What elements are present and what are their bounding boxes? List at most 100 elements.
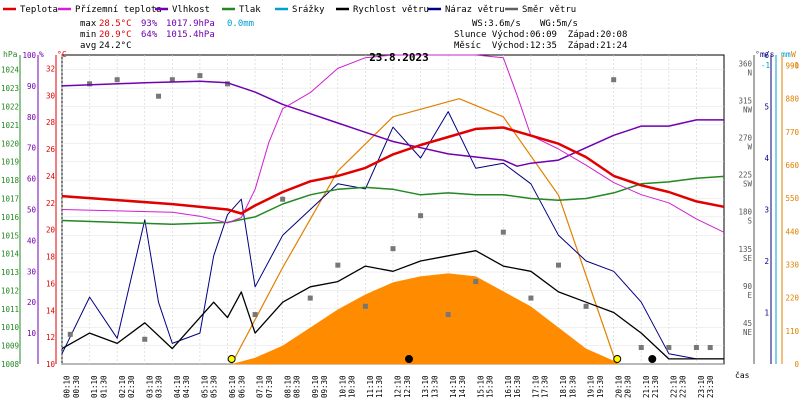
wind-dir-point <box>638 345 644 351</box>
time-tick: 16:30 <box>513 375 522 398</box>
time-tick: 08:10 <box>283 375 292 398</box>
stats-max-hum: 93% <box>141 19 158 29</box>
hpa-tick: 1022 <box>1 103 19 112</box>
axis-header-mm: mm <box>781 50 791 59</box>
ms-tick: 3 <box>764 206 769 215</box>
legend-label: Rychlost větru <box>353 5 429 15</box>
temp-tick: 10 <box>46 360 56 369</box>
time-tick: 06:30 <box>237 375 246 398</box>
time-tick: 20:10 <box>614 375 623 398</box>
meteo-lines <box>61 54 725 363</box>
time-tick: 01:30 <box>99 375 108 398</box>
hpa-tick: 1015 <box>1 231 19 240</box>
ms-tick: 5 <box>764 103 769 112</box>
ms-tick: 4 <box>764 154 769 163</box>
wind-dir-point <box>583 303 589 309</box>
w-tick: 770 <box>785 128 799 137</box>
w-tick: 440 <box>785 227 799 236</box>
w-tick: 330 <box>785 261 799 270</box>
legend-label: Náraz větru <box>445 5 505 15</box>
time-tick: 13:10 <box>421 375 430 398</box>
time-tick: 02:10 <box>118 375 127 398</box>
time-tick: 03:10 <box>145 375 154 398</box>
stats-min-label: min <box>80 30 96 40</box>
wind-dir-point <box>362 303 368 309</box>
wind-dir-point <box>307 295 313 301</box>
stats-block: max 28.5°C 93% 1017.9hPa 0.0mm min 20.9°… <box>80 19 627 51</box>
hpa-tick: 1016 <box>1 213 20 222</box>
dir-tick-deg: 360 <box>738 59 752 68</box>
dir-tick-label: W <box>747 143 752 152</box>
time-tick: 14:10 <box>449 375 458 398</box>
stats-min-press: 1015.4hPa <box>166 30 215 40</box>
wind-dir-point <box>197 73 203 79</box>
legend-label: Směr větru <box>522 5 576 15</box>
hpa-tick: 1014 <box>1 250 20 259</box>
time-tick: 23:10 <box>697 375 706 398</box>
wind-dir-point <box>87 81 93 87</box>
time-tick: 00:30 <box>72 375 81 398</box>
hpa-tick: 1018 <box>1 176 20 185</box>
time-tick: 08:30 <box>292 375 301 398</box>
time-tick: 19:30 <box>596 375 605 398</box>
legend-label: Teplota <box>20 5 58 15</box>
hpa-tick: 1008 <box>1 360 20 369</box>
dir-tick-deg: 135 <box>738 245 752 254</box>
stats-avg-temp: 24.2°C <box>99 41 132 51</box>
legend-label: Srážky <box>292 5 325 15</box>
time-tick: 09:10 <box>311 375 320 398</box>
hpa-tick: 1019 <box>1 158 19 167</box>
time-tick: 21:30 <box>651 375 660 398</box>
axis-header-deg: ° <box>755 50 760 59</box>
temp-tick: 12 <box>46 333 55 342</box>
time-tick: 10:10 <box>338 375 347 398</box>
w-tick: 660 <box>785 161 799 170</box>
axis-header-pct: % <box>39 50 44 59</box>
axis-header-hpa: hPa <box>3 50 18 59</box>
solar-theoretical-line <box>231 98 617 365</box>
wind-dir-point <box>556 262 561 268</box>
dir-tick-label: SE <box>743 254 753 263</box>
pct-tick: 40 <box>27 236 37 245</box>
time-tick: 00:10 <box>63 375 72 398</box>
legend: Teplota Přízemní teplota Vlhkost Tlak Srážky… <box>3 5 576 15</box>
hpa-tick: 1024 <box>1 66 20 75</box>
sun-event-marker <box>227 355 236 363</box>
wind-speed-line <box>61 250 724 360</box>
time-tick: 12:10 <box>394 375 403 398</box>
hpa-tick: 1009 <box>1 342 19 351</box>
dir-tick-label: S <box>747 217 752 226</box>
temp-tick: 16 <box>46 279 56 288</box>
time-tick: 10:30 <box>348 375 357 398</box>
temp-tick: 24 <box>46 172 56 181</box>
time-tick: 15:10 <box>476 375 485 398</box>
chart-title: 23.8.2023 <box>369 51 429 64</box>
temp-tick: 20 <box>46 226 56 235</box>
dir-tick-deg: 90 <box>743 282 753 291</box>
wind-dir-point <box>445 312 451 318</box>
ms-tick: 6 <box>764 51 769 60</box>
time-tick: 22:30 <box>679 375 688 398</box>
temp-tick: 18 <box>46 253 56 262</box>
time-tick: 03:30 <box>155 375 164 398</box>
time-tick: 16:10 <box>504 375 513 398</box>
axis-header-ms: m/s <box>760 50 775 59</box>
pct-tick: 50 <box>27 206 37 215</box>
pct-tick: 30 <box>27 267 37 276</box>
wind-dir-point <box>335 262 341 268</box>
dir-tick-label: E <box>747 291 752 300</box>
theoretical-solar-curve <box>231 98 617 365</box>
w-top-label: -1 <box>790 61 799 70</box>
legend-label: Vlhkost <box>172 5 210 15</box>
stats-max-label: max <box>80 19 97 29</box>
time-tick: 19:10 <box>587 375 596 398</box>
axis-header-w: W <box>791 50 796 59</box>
time-tick: 11:30 <box>375 375 384 398</box>
moon-event-marker <box>404 355 413 363</box>
wind-dir-point <box>67 331 73 337</box>
wind-dir-point <box>500 229 506 235</box>
wind-dir-point <box>528 295 534 301</box>
time-tick: 09:30 <box>320 375 329 398</box>
solar-radiation-area <box>232 273 620 365</box>
time-tick: 05:30 <box>210 375 219 398</box>
